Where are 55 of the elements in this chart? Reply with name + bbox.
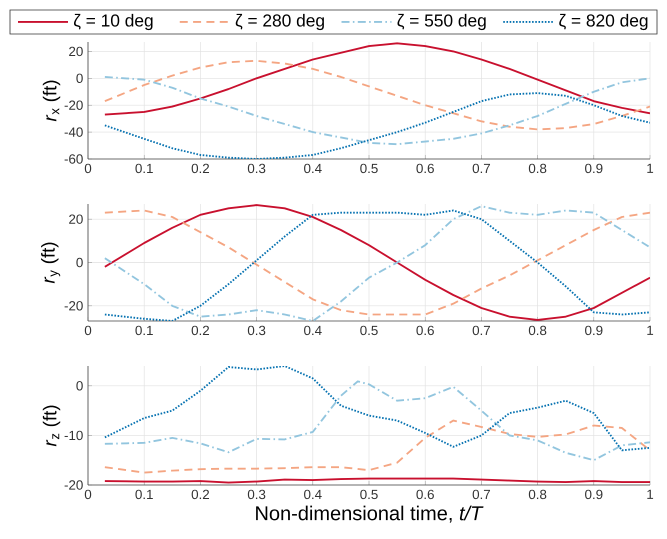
x-tick-label: 0.6 bbox=[416, 164, 434, 174]
x-tick-label: 0.2 bbox=[192, 164, 210, 174]
y-tick-label: -20 bbox=[64, 480, 83, 490]
y-tick-label: -40 bbox=[64, 127, 83, 137]
x-tick-label: 0.3 bbox=[248, 490, 266, 500]
y-tick-label: 20 bbox=[69, 214, 83, 224]
y-tick-label: -60 bbox=[64, 154, 83, 164]
x-tick-label: 0.7 bbox=[472, 490, 490, 500]
x-tick-label: 0.7 bbox=[472, 164, 490, 174]
x-tick-label: 1 bbox=[647, 164, 654, 173]
x-tick-label: 1 bbox=[647, 326, 654, 335]
x-tick-label: 0.9 bbox=[585, 164, 602, 174]
x-tick-label: 0.9 bbox=[585, 490, 602, 500]
x-tick-label: 0.4 bbox=[304, 326, 322, 336]
x-tick-label: 0.2 bbox=[192, 490, 210, 500]
x-tick-label: 0.4 bbox=[304, 164, 322, 174]
x-tick-label: 0.6 bbox=[416, 490, 434, 500]
y-tick-label: -20 bbox=[64, 100, 83, 110]
x-tick-label: 0.8 bbox=[528, 164, 546, 174]
x-tick-label: 0 bbox=[84, 164, 92, 174]
x-tick-label: 0.9 bbox=[585, 326, 602, 336]
y-tick-label: 0 bbox=[76, 381, 83, 391]
x-tick-label: 0 bbox=[84, 326, 92, 336]
line-series bbox=[104, 92, 650, 159]
x-axis-title: Non-dimensional time, t/T bbox=[256, 506, 484, 523]
y-tick-label: -20 bbox=[64, 301, 83, 311]
y-axis-title: r$_{y}$ (ft) bbox=[41, 242, 60, 284]
x-tick-label: 0.1 bbox=[135, 164, 153, 174]
line-series bbox=[104, 380, 650, 462]
legend-label: ζ = 820 deg bbox=[559, 14, 648, 30]
x-tick-label: 0.5 bbox=[360, 326, 378, 336]
x-tick-label: 0.7 bbox=[472, 326, 490, 336]
y-axis-title: r$_{x}$ (ft) bbox=[42, 80, 60, 122]
x-tick-label: 0 bbox=[84, 490, 92, 500]
x-tick-label: 0.4 bbox=[304, 490, 322, 500]
legend-label: ζ = 10 deg bbox=[74, 14, 153, 30]
line-series bbox=[104, 366, 650, 452]
legend-label: ζ = 280 deg bbox=[236, 14, 324, 30]
y-axis-title: r$_{z}$ (ft) bbox=[42, 406, 60, 446]
x-tick-label: 0.5 bbox=[360, 164, 378, 174]
legend-label: ζ = 550 deg bbox=[398, 14, 486, 30]
y-tick-label: 0 bbox=[76, 258, 83, 268]
x-tick-label: 0.8 bbox=[528, 490, 546, 500]
y-tick-label: 0 bbox=[76, 74, 83, 84]
y-tick-label: -10 bbox=[64, 430, 83, 440]
y-tick-label: 20 bbox=[69, 46, 83, 56]
x-tick-label: 0.1 bbox=[135, 490, 153, 500]
x-tick-label: 0.3 bbox=[248, 164, 266, 174]
x-tick-label: 1 bbox=[647, 490, 654, 499]
x-tick-label: 0.5 bbox=[360, 490, 378, 500]
x-tick-label: 0.8 bbox=[528, 326, 546, 336]
x-tick-label: 0.1 bbox=[135, 326, 153, 336]
x-tick-label: 0.6 bbox=[416, 326, 434, 336]
x-tick-label: 0.2 bbox=[192, 326, 210, 336]
x-tick-label: 0.3 bbox=[248, 326, 266, 336]
